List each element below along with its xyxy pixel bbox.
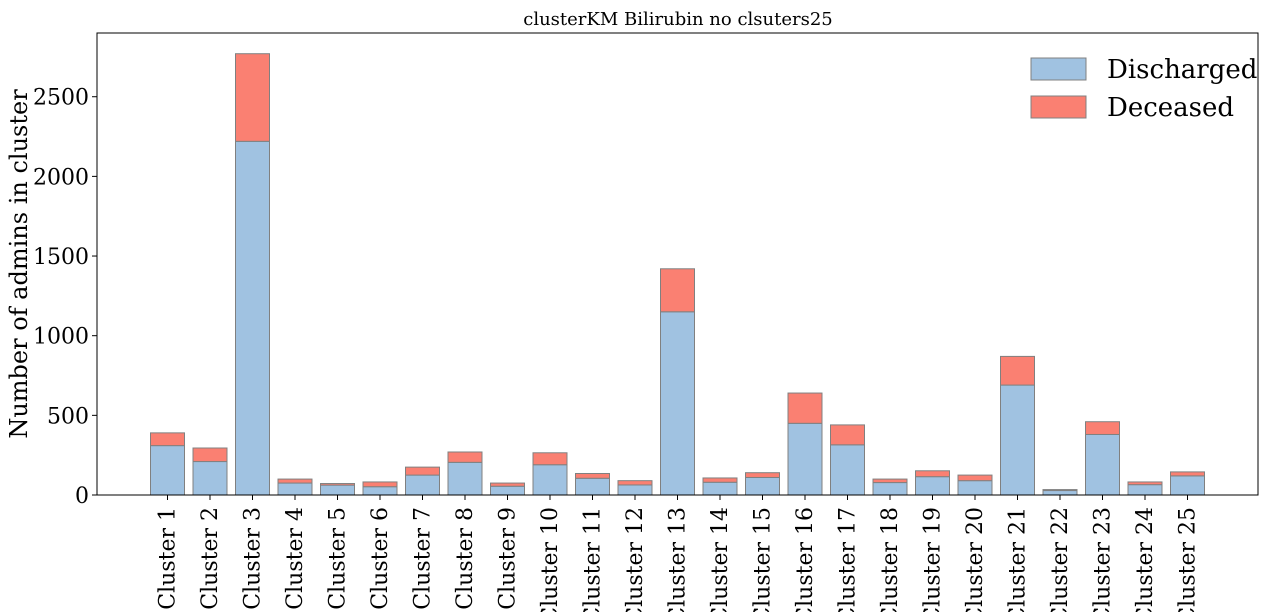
x-tick-label: Cluster 8	[453, 507, 478, 610]
bar-discharged-18	[872, 482, 908, 496]
x-tick-label: Cluster 4	[283, 507, 308, 610]
bar-discharged-15	[745, 476, 780, 496]
x-tick-label: Cluster 21	[1006, 507, 1031, 612]
x-tick-label: Cluster 19	[921, 507, 946, 612]
bar-deceased-24	[1127, 481, 1163, 486]
bar-discharged-20	[957, 480, 993, 496]
x-tick-label: Cluster 10	[538, 507, 563, 612]
bar-discharged-2	[192, 461, 228, 496]
x-tick-label: Cluster 7	[411, 507, 436, 610]
x-tick-label: Cluster 16	[793, 507, 818, 612]
bar-deceased-17	[830, 424, 865, 446]
bar-discharged-10	[532, 464, 568, 496]
bar-deceased-14	[702, 477, 738, 483]
x-tick-label: Cluster 22	[1048, 507, 1073, 612]
bar-discharged-6	[362, 486, 398, 496]
x-tick-label: Cluster 6	[368, 507, 393, 610]
bar-deceased-1	[150, 432, 185, 447]
x-tick-label: Cluster 15	[751, 507, 776, 612]
bar-deceased-23	[1085, 421, 1120, 435]
bar-discharged-4	[277, 482, 313, 496]
x-tick-label: Cluster 14	[708, 507, 733, 612]
bar-deceased-22	[1042, 489, 1078, 492]
bar-discharged-8	[447, 461, 483, 496]
bar-deceased-12	[617, 480, 653, 486]
bar-discharged-13	[660, 311, 695, 496]
x-tick-label: Cluster 17	[836, 507, 861, 612]
x-tick-label: Cluster 3	[241, 507, 266, 610]
bar-discharged-3	[235, 140, 270, 496]
bar-deceased-25	[1170, 471, 1205, 477]
x-tick-label: Cluster 2	[198, 507, 223, 610]
x-tick-label: Cluster 24	[1133, 507, 1158, 612]
bar-discharged-23	[1085, 433, 1120, 496]
bar-deceased-19	[915, 470, 950, 478]
bar-deceased-18	[872, 478, 908, 484]
y-tick-label: 2500	[33, 86, 89, 111]
y-axis-label: Number of admins in cluster	[5, 89, 33, 439]
bar-deceased-10	[532, 452, 568, 466]
bar-deceased-7	[405, 466, 440, 476]
x-tick-label: Cluster 23	[1091, 507, 1116, 612]
bar-deceased-15	[745, 472, 780, 478]
x-tick-label: Cluster 20	[963, 507, 988, 612]
bar-discharged-17	[830, 444, 865, 496]
x-tick-label: Cluster 13	[666, 507, 691, 612]
bar-deceased-4	[277, 478, 313, 484]
bar-discharged-21	[1000, 384, 1035, 496]
bar-discharged-5	[320, 484, 355, 496]
bar-deceased-20	[957, 474, 993, 482]
bar-discharged-11	[575, 477, 610, 496]
bar-discharged-7	[405, 474, 440, 496]
x-tick-label: Cluster 11	[581, 507, 606, 612]
bar-discharged-16	[787, 422, 823, 496]
bar-discharged-25	[1170, 475, 1205, 496]
bar-deceased-9	[490, 482, 525, 487]
bar-deceased-2	[192, 447, 228, 463]
y-tick-label: 500	[47, 404, 89, 429]
bar-discharged-22	[1042, 490, 1078, 496]
legend-label-deceased: Deceased	[1107, 93, 1234, 123]
y-tick-label: 0	[75, 484, 89, 509]
bar-discharged-1	[150, 445, 185, 496]
bar-deceased-21	[1000, 355, 1035, 386]
x-tick-label: Cluster 9	[496, 507, 521, 610]
y-axis: 0 500 1000 1500 2000 2500	[33, 86, 97, 509]
bar-discharged-19	[915, 476, 950, 496]
x-axis: Cluster 1 Cluster 2 Cluster 3 Cluster 4 Clus…	[156, 495, 1201, 612]
y-tick-label: 2000	[33, 165, 89, 190]
y-tick-label: 1000	[33, 325, 89, 350]
x-tick-label: Cluster 5	[326, 507, 351, 610]
bar-deceased-6	[362, 481, 398, 488]
x-tick-label: Cluster 12	[623, 507, 648, 612]
legend-swatch-discharged	[1030, 57, 1087, 81]
bars-group	[150, 53, 1205, 496]
bar-discharged-9	[490, 485, 525, 496]
bar-deceased-3	[235, 53, 270, 142]
legend-swatch-deceased	[1030, 95, 1087, 119]
bar-discharged-14	[702, 481, 738, 496]
chart-title: clusterKM Bilirubin no clsuters25	[523, 9, 833, 30]
legend-label-discharged: Discharged	[1107, 55, 1257, 85]
bar-deceased-5	[320, 483, 355, 486]
x-tick-label: Cluster 18	[878, 507, 903, 612]
x-tick-label: Cluster 25	[1176, 507, 1201, 612]
bar-deceased-13	[660, 268, 695, 313]
y-tick-label: 1500	[33, 245, 89, 270]
bar-discharged-12	[617, 484, 653, 496]
bar-deceased-8	[447, 451, 483, 463]
legend: Discharged Deceased	[1030, 55, 1257, 123]
bar-discharged-24	[1127, 484, 1163, 496]
bar-deceased-16	[787, 392, 823, 424]
x-tick-label: Cluster 1	[156, 507, 181, 610]
bar-deceased-11	[575, 472, 610, 479]
